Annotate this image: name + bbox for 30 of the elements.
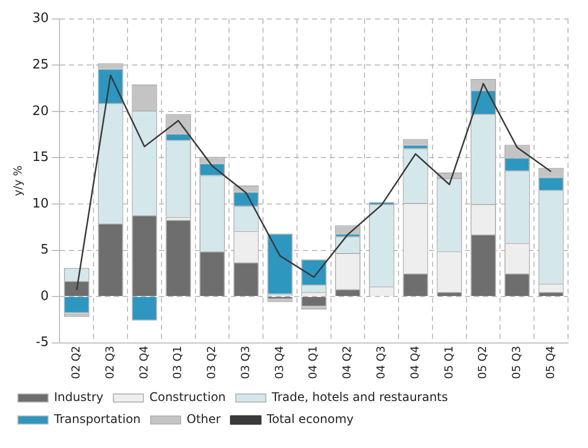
x-tick-label: 03 Q3 [238,346,252,380]
y-tick-label: 10 [32,196,49,212]
x-tick-label: 03 Q1 [171,346,184,380]
y-tick-label: 20 [32,104,49,119]
x-tick-label: 04 Q4 [408,346,422,380]
y-tick-label: 30 [32,11,49,26]
y-tick-label: 5 [40,242,49,258]
y-tick-label: 0 [40,288,49,304]
y-tick-label: -5 [36,335,49,350]
x-tick-label: 02 Q4 [137,346,150,380]
legend-label: Transportation [53,412,141,426]
x-tick-label: 04 Q2 [340,346,354,380]
y-tick-label: 25 [32,57,49,72]
x-tick-label: 03 Q4 [272,346,286,380]
x-tick-label: 05 Q1 [442,346,456,380]
x-tick-label: 05 Q2 [476,346,490,380]
legend-label: Total economy [266,412,354,426]
x-tick-label: 05 Q3 [510,346,524,380]
x-tick-label: 02 Q3 [103,346,116,380]
y-tick-label: 15 [32,150,49,166]
y-axis-title: y/y % [11,165,24,196]
x-tick-label: 02 Q2 [70,346,83,380]
x-tick-label: 05 Q4 [544,346,557,380]
legend-label: Industry [54,390,104,404]
x-tick-label: 03 Q2 [205,346,218,380]
legend-label: Construction [149,390,226,404]
legend-label: Other [186,412,221,426]
legend-label: Trade, hotels and restaurants [270,390,448,404]
x-tick-label: 04 Q3 [374,346,388,380]
x-tick-label: 04 Q1 [306,346,320,380]
